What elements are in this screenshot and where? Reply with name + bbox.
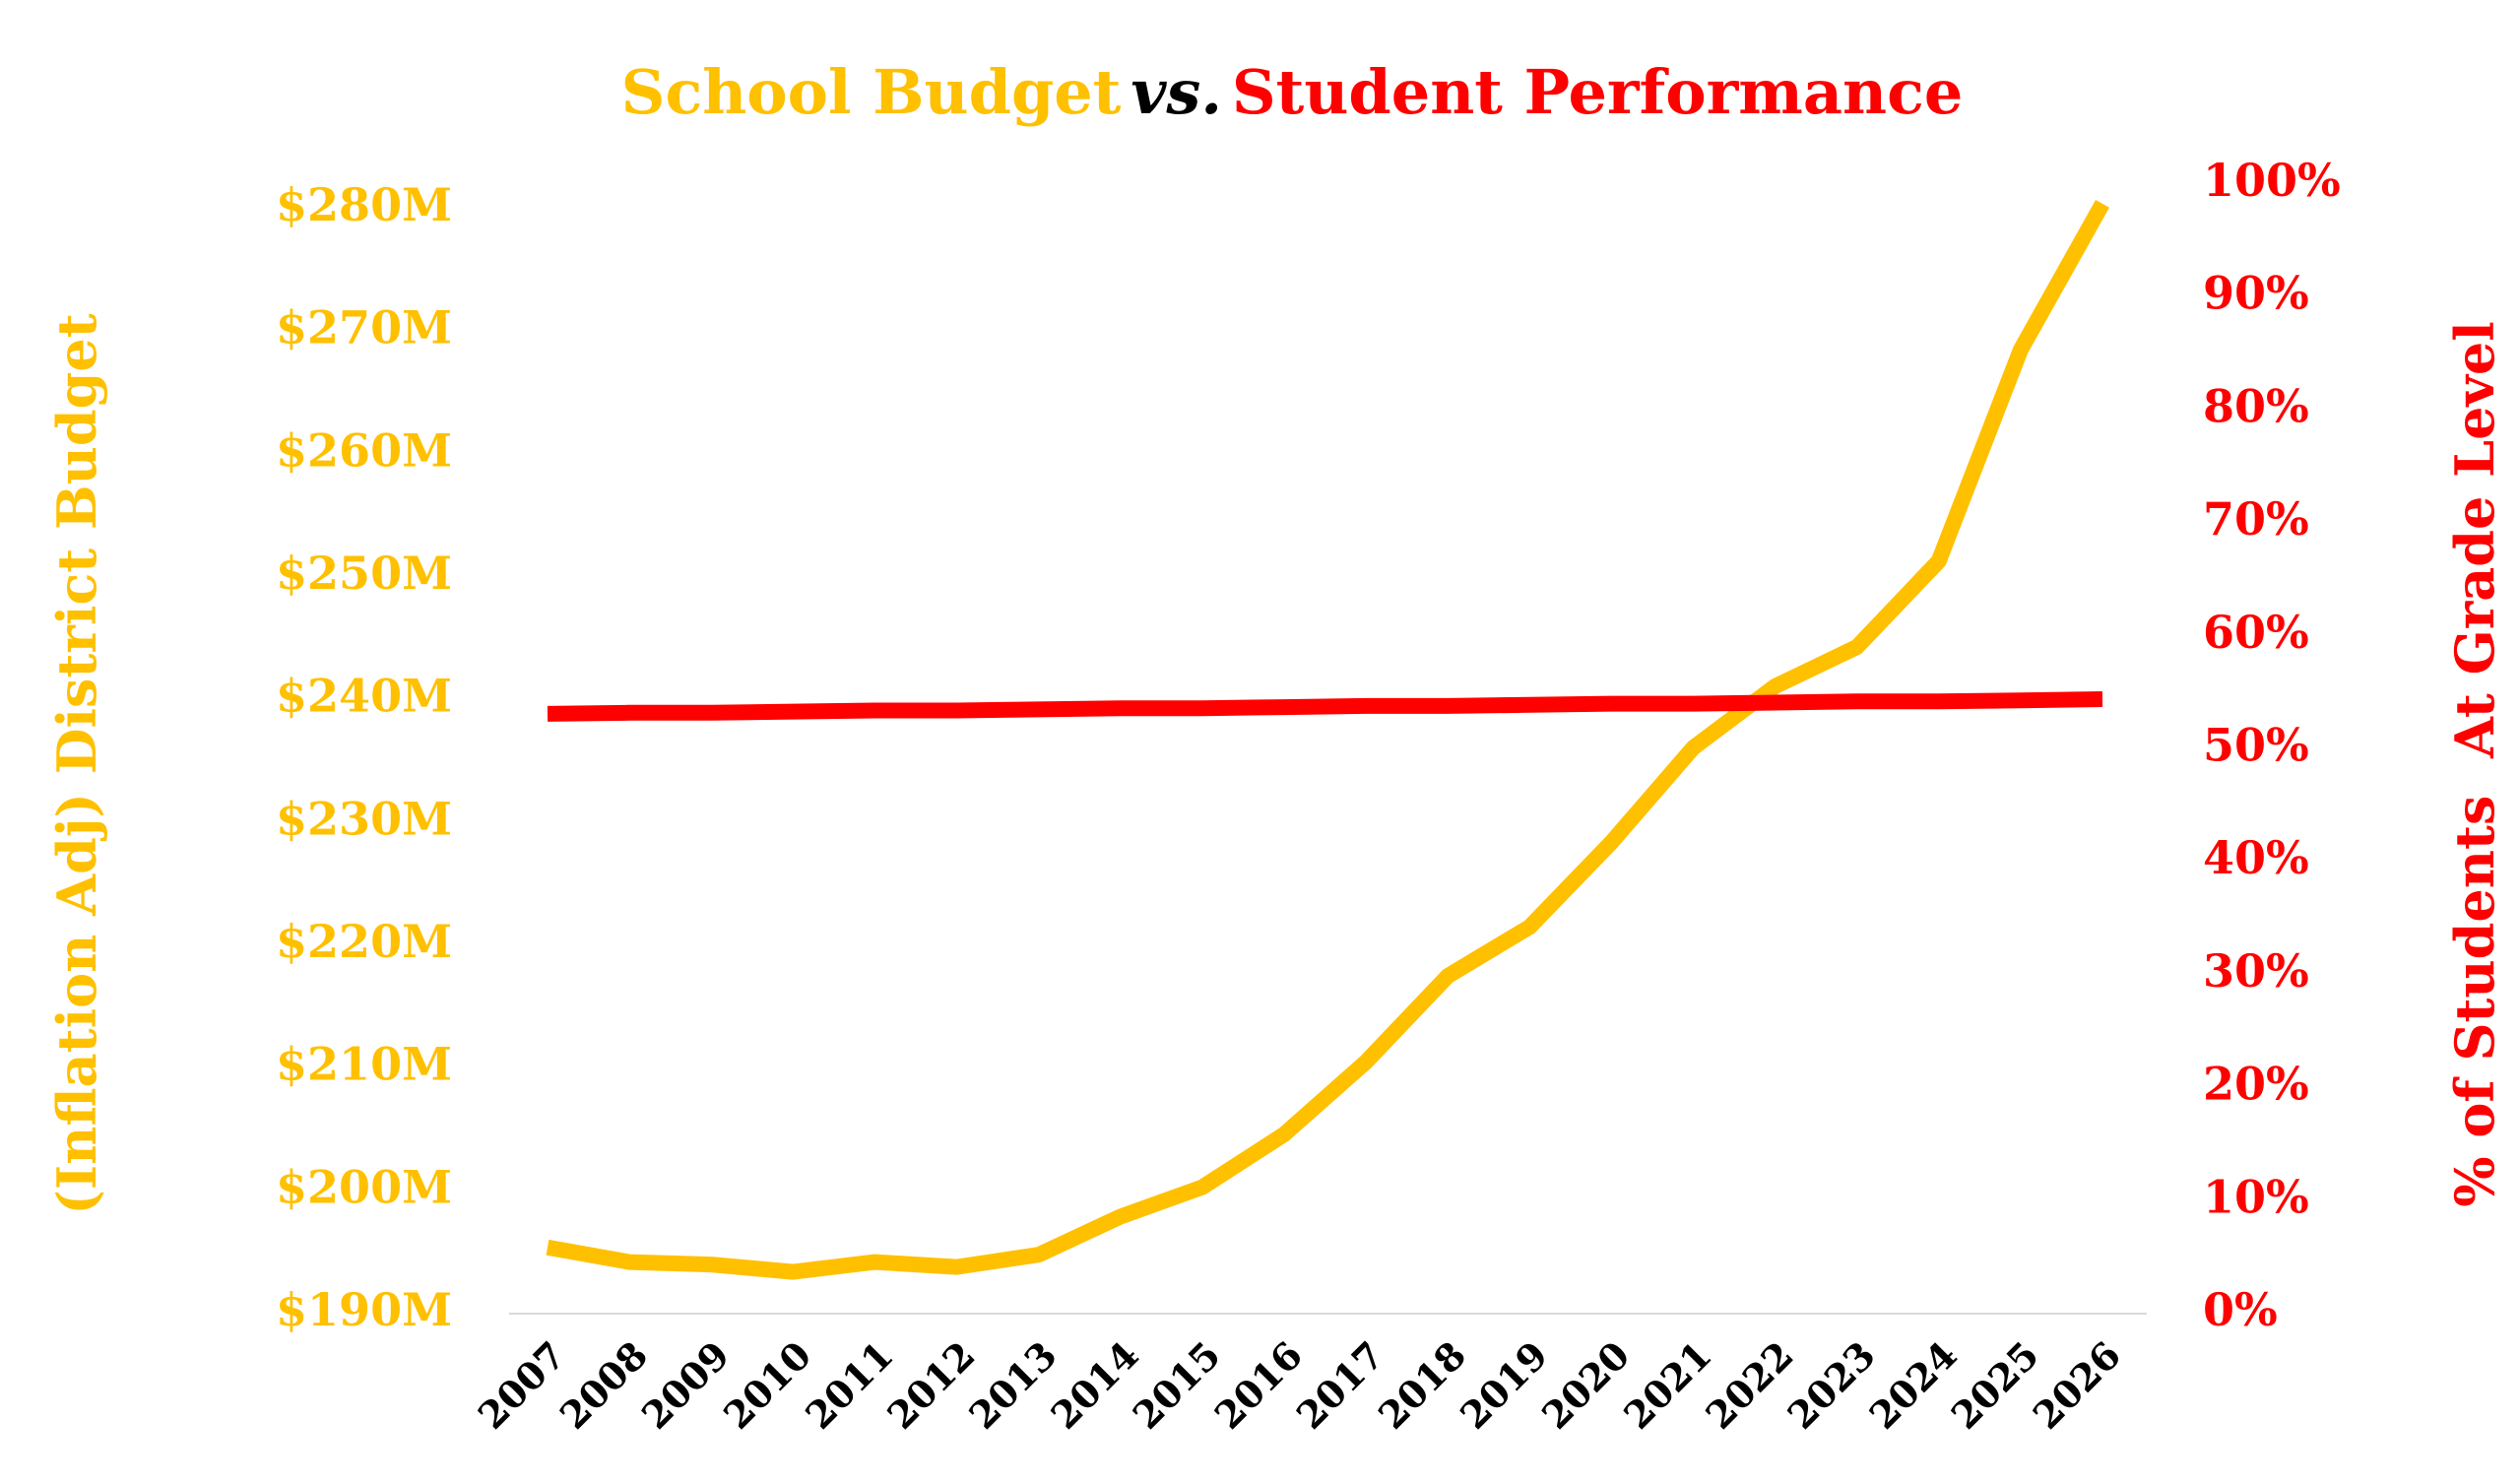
x-tick-label: 2020 xyxy=(1533,1332,1639,1438)
chart-title: School Budget vs. Student Performance xyxy=(621,56,1964,128)
y2-tick-label: 20% xyxy=(2203,1058,2309,1111)
x-tick-label: 2015 xyxy=(1124,1332,1229,1438)
x-tick-label: 2025 xyxy=(1942,1332,2047,1438)
x-tick-label: 2012 xyxy=(878,1332,984,1438)
x-tick-label: 2024 xyxy=(1860,1332,1966,1438)
y-axis-title: (Inflation Adj) District Budget xyxy=(45,313,108,1214)
data-line xyxy=(546,199,2109,1280)
y-tick-label: $210M xyxy=(276,1038,452,1091)
x-tick-label: 2016 xyxy=(1205,1332,1311,1438)
data-line xyxy=(547,691,2103,722)
y2-tick-label: 50% xyxy=(2203,719,2309,772)
x-tick-label: 2018 xyxy=(1370,1332,1475,1438)
y2-tick-label: 70% xyxy=(2203,492,2309,546)
x-tick-label: 2026 xyxy=(2024,1332,2129,1438)
y2-tick-label: 10% xyxy=(2203,1170,2309,1223)
x-tick-label: 2022 xyxy=(1697,1332,1802,1438)
y2-tick-label: 80% xyxy=(2203,379,2309,432)
y2-axis-title: % of Students At Grade Level xyxy=(2443,321,2506,1206)
x-tick-label: 2014 xyxy=(1042,1332,1147,1438)
x-tick-label: 2019 xyxy=(1452,1332,1557,1438)
x-tick-label: 2011 xyxy=(797,1332,902,1438)
x-tick-label: 2023 xyxy=(1778,1332,1884,1438)
y2-tick-label: 100% xyxy=(2203,154,2341,207)
y-tick-label: $240M xyxy=(276,670,452,723)
y-tick-label: $260M xyxy=(276,423,452,477)
y2-tick-label: 0% xyxy=(2203,1283,2278,1336)
y2-tick-label: 30% xyxy=(2203,944,2309,998)
y-tick-label: $200M xyxy=(276,1160,452,1213)
x-tick-label: 2017 xyxy=(1288,1332,1393,1438)
title-part: School Budget xyxy=(621,56,1122,128)
x-tick-label: 2021 xyxy=(1615,1332,1720,1438)
y-tick-label: $280M xyxy=(276,178,452,231)
x-tick-label: 2013 xyxy=(960,1332,1066,1438)
y-tick-label: $220M xyxy=(276,915,452,968)
x-tick-label: 2009 xyxy=(633,1332,739,1438)
y-tick-label: $250M xyxy=(276,547,452,600)
y2-tick-label: 90% xyxy=(2203,267,2309,320)
y-tick-label: $190M xyxy=(276,1283,452,1336)
title-part: vs. xyxy=(1131,56,1222,128)
x-tick-label: 2010 xyxy=(715,1332,820,1438)
x-tick-label: 2007 xyxy=(469,1332,574,1438)
y-tick-label: $230M xyxy=(276,792,452,845)
x-tick-label: 2008 xyxy=(551,1332,657,1438)
y2-tick-label: 60% xyxy=(2203,606,2309,659)
y-tick-label: $270M xyxy=(276,301,452,355)
title-part: Student Performance xyxy=(1232,56,1963,128)
y2-tick-label: 40% xyxy=(2203,831,2309,884)
